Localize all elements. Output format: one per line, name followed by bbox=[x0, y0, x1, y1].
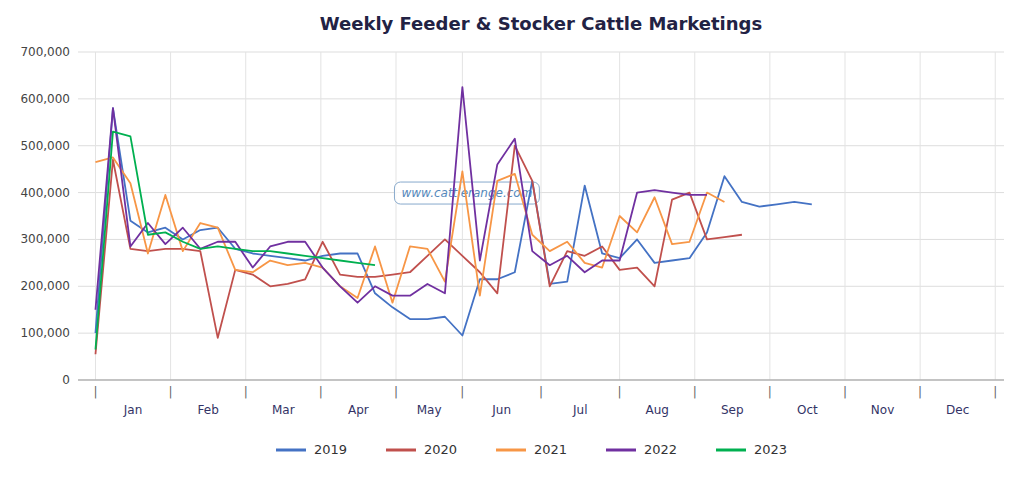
legend-label: 2022 bbox=[644, 442, 677, 457]
x-grid-line bbox=[694, 52, 695, 380]
x-tick-label: | bbox=[768, 385, 772, 399]
x-grid-line bbox=[541, 52, 542, 380]
legend-label: 2019 bbox=[314, 442, 347, 457]
x-tick-label: | bbox=[394, 385, 398, 399]
legend-swatch bbox=[386, 449, 416, 452]
y-tick-label: 400,000 bbox=[20, 186, 70, 200]
series-line bbox=[95, 157, 724, 302]
x-grid-line bbox=[245, 52, 246, 380]
legend-swatch bbox=[606, 449, 636, 452]
y-tick-label: 100,000 bbox=[20, 326, 70, 340]
legend-swatch bbox=[716, 449, 746, 452]
month-label: Feb bbox=[198, 403, 219, 417]
y-grid-line bbox=[78, 380, 1004, 381]
legend-swatch bbox=[496, 449, 526, 452]
grid bbox=[78, 52, 1004, 380]
x-grid-line bbox=[320, 52, 321, 380]
x-grid-line bbox=[845, 52, 846, 380]
x-tick-label: | bbox=[918, 385, 922, 399]
x-tick-label: | bbox=[539, 385, 543, 399]
x-tick-label: | bbox=[843, 385, 847, 399]
legend: 2019 2020 2021 2022 2023 bbox=[276, 442, 787, 457]
month-label: Nov bbox=[871, 403, 894, 417]
x-tick-label: | bbox=[244, 385, 248, 399]
x-grid-line bbox=[170, 52, 171, 380]
legend-label: 2020 bbox=[424, 442, 457, 457]
y-tick-label: 500,000 bbox=[20, 139, 70, 153]
x-axis-line bbox=[78, 380, 1004, 381]
chart: Weekly Feeder & Stocker Cattle Marketing… bbox=[0, 0, 1024, 503]
month-label: Aug bbox=[645, 403, 668, 417]
series-line bbox=[95, 108, 811, 335]
series-line bbox=[95, 146, 741, 355]
month-label: Apr bbox=[348, 403, 369, 417]
x-tick-label: | bbox=[169, 385, 173, 399]
month-label: Sep bbox=[721, 403, 744, 417]
legend-swatch bbox=[276, 449, 306, 452]
x-tick-label: | bbox=[993, 385, 997, 399]
y-tick-label: 300,000 bbox=[20, 232, 70, 246]
y-tick-label: 600,000 bbox=[20, 92, 70, 106]
title: Weekly Feeder & Stocker Cattle Marketing… bbox=[320, 13, 762, 34]
series-line bbox=[95, 132, 375, 350]
legend-label: 2023 bbox=[754, 442, 787, 457]
x-grid-line bbox=[920, 52, 921, 380]
month-label: Jun bbox=[491, 403, 511, 417]
x-grid-line bbox=[769, 52, 770, 380]
month-label: Oct bbox=[797, 403, 818, 417]
month-label: May bbox=[417, 403, 442, 417]
month-label: Dec bbox=[946, 403, 969, 417]
x-grid-line bbox=[995, 52, 996, 380]
x-tick-label: | bbox=[693, 385, 697, 399]
y-tick-label: 200,000 bbox=[20, 279, 70, 293]
x-tick-label: | bbox=[93, 385, 97, 399]
series-line bbox=[95, 87, 707, 310]
y-tick-label: 0 bbox=[62, 373, 70, 387]
x-grid-line bbox=[395, 52, 396, 380]
x-tick-label: | bbox=[618, 385, 622, 399]
x-tick-label: | bbox=[460, 385, 464, 399]
month-label: Mar bbox=[272, 403, 295, 417]
y-tick-label: 700,000 bbox=[20, 45, 70, 59]
lines bbox=[95, 87, 811, 354]
month-label: Jan bbox=[123, 403, 143, 417]
month-label: Jul bbox=[572, 403, 587, 417]
x-tick-label: | bbox=[319, 385, 323, 399]
legend-label: 2021 bbox=[534, 442, 567, 457]
